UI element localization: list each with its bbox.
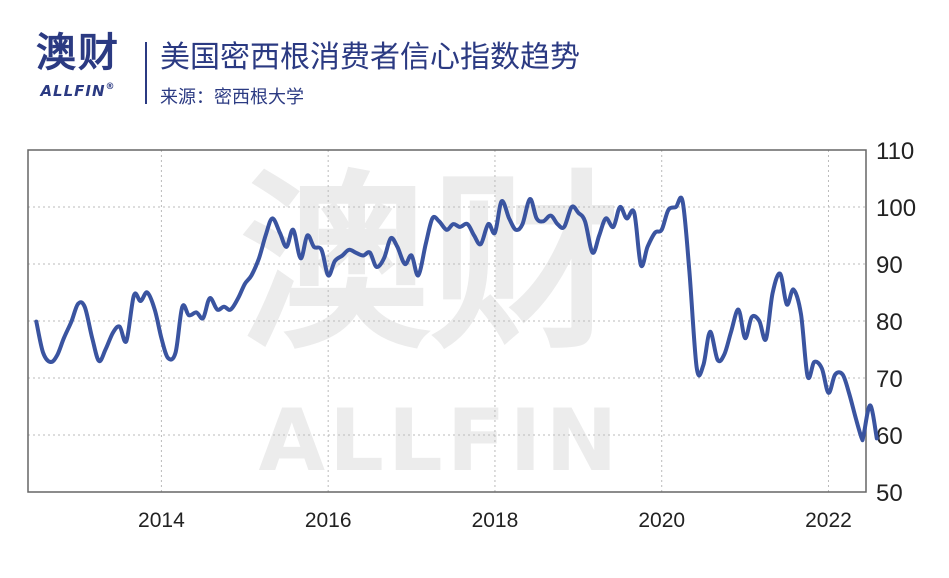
x-tick-label: 2020 [638, 509, 685, 532]
logo-en-text: ALLFIN® [22, 82, 134, 100]
x-tick-label: 2022 [805, 509, 852, 532]
y-tick-label: 100 [876, 195, 916, 222]
header-divider [145, 42, 147, 104]
chart-header: 澳财 ALLFIN® 美国密西根消费者信心指数趋势 来源：密西根大学 [0, 0, 949, 120]
y-tick-label: 50 [876, 480, 903, 507]
y-tick-label: 80 [876, 309, 903, 336]
y-tick-label: 110 [876, 138, 914, 165]
plot-frame [27, 149, 867, 493]
watermark-en: ALLFIN [259, 391, 622, 491]
x-tick-label: 2016 [305, 509, 352, 532]
logo-registered-mark: ® [105, 82, 116, 92]
y-tick-label: 90 [876, 252, 903, 279]
y-axis: 50 60 70 80 90 100 110 [876, 138, 916, 507]
watermark: 澳财 ALLFIN [240, 154, 622, 491]
allfin-logo: 澳财 ALLFIN® [22, 28, 134, 108]
chart-source: 来源：密西根大学 [160, 87, 304, 108]
x-tick-label: 2018 [472, 509, 519, 532]
x-axis: 2014 2016 2018 2020 2022 [138, 509, 852, 532]
chart-title: 美国密西根消费者信心指数趋势 [160, 40, 580, 75]
y-tick-label: 70 [876, 366, 903, 393]
x-tick-label: 2014 [138, 509, 185, 532]
y-tick-label: 60 [876, 423, 903, 450]
logo-en-name: ALLFIN [40, 82, 106, 100]
logo-cn-text: 澳财 [36, 30, 120, 76]
series-line-sentiment-index [34, 195, 879, 443]
grid-lines [28, 150, 866, 492]
